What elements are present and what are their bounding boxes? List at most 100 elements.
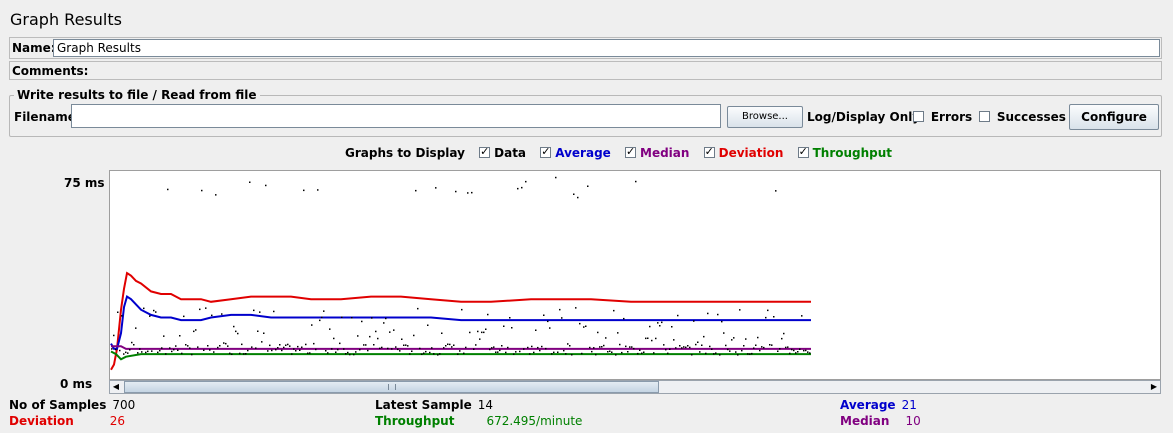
data-point (115, 348, 117, 351)
data-point (297, 345, 299, 348)
data-point (575, 307, 577, 309)
browse-button[interactable]: Browse... (727, 106, 803, 128)
name-row: Name: Graph Results (9, 37, 1162, 59)
data-point (501, 345, 503, 347)
data-point (793, 349, 795, 352)
data-point (229, 352, 231, 355)
stat-deviation-label: Deviation (9, 414, 74, 428)
data-point (375, 330, 377, 333)
data-point (663, 344, 665, 346)
data-point (493, 346, 495, 348)
data-point (571, 354, 573, 356)
data-point (183, 315, 185, 318)
data-point (517, 187, 519, 190)
data-point (647, 337, 649, 339)
data-point (279, 344, 281, 346)
toggle-throughput[interactable]: Throughput (797, 145, 892, 160)
data-point (311, 324, 313, 326)
data-point (113, 334, 115, 337)
toggle-deviation[interactable]: Deviation (703, 145, 783, 160)
data-point (191, 353, 193, 356)
data-point (173, 348, 175, 351)
data-point (207, 345, 209, 347)
data-point (597, 331, 599, 334)
data-point (779, 348, 781, 350)
data-point (563, 349, 565, 352)
data-point (705, 352, 707, 355)
stat-median-label: Median (840, 414, 890, 428)
data-point (775, 190, 777, 192)
data-point (615, 354, 617, 356)
data-point (641, 352, 643, 354)
data-point (439, 353, 441, 355)
graph-area (109, 170, 1161, 380)
toggle-average[interactable]: Average (540, 145, 611, 160)
data-point (519, 350, 521, 353)
data-point (139, 348, 141, 350)
errors-checkbox[interactable] (913, 111, 924, 122)
data-point (329, 328, 331, 330)
data-point (415, 189, 417, 192)
data-point (773, 316, 775, 318)
data-point (175, 345, 177, 347)
data-checkbox[interactable] (479, 145, 491, 158)
data-point (713, 353, 715, 355)
data-point (525, 180, 527, 183)
data-point (487, 313, 489, 316)
data-point (259, 311, 261, 313)
stat-average-label: Average (840, 398, 896, 412)
filename-input[interactable] (71, 104, 721, 128)
file-group-title: Write results to file / Read from file (14, 88, 260, 102)
data-point (199, 308, 201, 311)
data-point (601, 346, 603, 348)
name-input[interactable]: Graph Results (53, 39, 1160, 57)
data-point (621, 351, 623, 354)
data-point (731, 339, 733, 341)
data-point (179, 335, 181, 337)
toggle-median[interactable]: Median (625, 145, 689, 160)
data-point (361, 320, 363, 323)
data-point (505, 351, 507, 354)
data-point (469, 331, 471, 334)
errors-checkbox-wrap[interactable]: Errors (913, 110, 972, 124)
data-point (679, 345, 681, 347)
data-point (251, 346, 253, 348)
data-point (379, 347, 381, 350)
scroll-right-arrow[interactable]: ▶ (1150, 382, 1158, 391)
data-point (595, 353, 597, 356)
data-point (539, 349, 541, 352)
data-point (631, 346, 633, 348)
data-point (225, 342, 227, 345)
data-point (345, 353, 347, 355)
graph-scrollbar[interactable]: ◀ ▶ (109, 380, 1161, 394)
scroll-left-arrow[interactable]: ◀ (112, 382, 120, 391)
median-checkbox[interactable] (625, 145, 636, 158)
graphs-to-display-label: Graphs to Display (345, 146, 465, 160)
stat-samples: No of Samples 700 (9, 398, 135, 412)
average-checkbox[interactable] (540, 145, 552, 158)
data-point (321, 316, 323, 319)
throughput-checkbox[interactable] (797, 145, 809, 158)
successes-checkbox[interactable] (979, 111, 990, 122)
data-point (177, 349, 179, 351)
configure-button[interactable]: Configure (1069, 104, 1159, 130)
data-point (411, 350, 413, 352)
data-point (417, 307, 419, 310)
deviation-checkbox[interactable] (703, 145, 715, 158)
data-point (471, 191, 473, 194)
scroll-thumb[interactable] (124, 381, 659, 393)
log-display-label: Log/Display Only: (807, 110, 925, 124)
toggle-data[interactable]: Data (479, 145, 526, 160)
data-point (629, 346, 631, 348)
data-point (795, 352, 797, 354)
data-point (587, 185, 589, 187)
data-point (393, 329, 395, 331)
data-point (347, 351, 349, 354)
data-point (211, 314, 213, 317)
data-point (325, 350, 327, 352)
data-point (443, 347, 445, 349)
successes-checkbox-wrap[interactable]: Successes (979, 110, 1066, 124)
data-point (549, 327, 551, 329)
data-point (645, 337, 647, 340)
data-point (551, 353, 553, 355)
